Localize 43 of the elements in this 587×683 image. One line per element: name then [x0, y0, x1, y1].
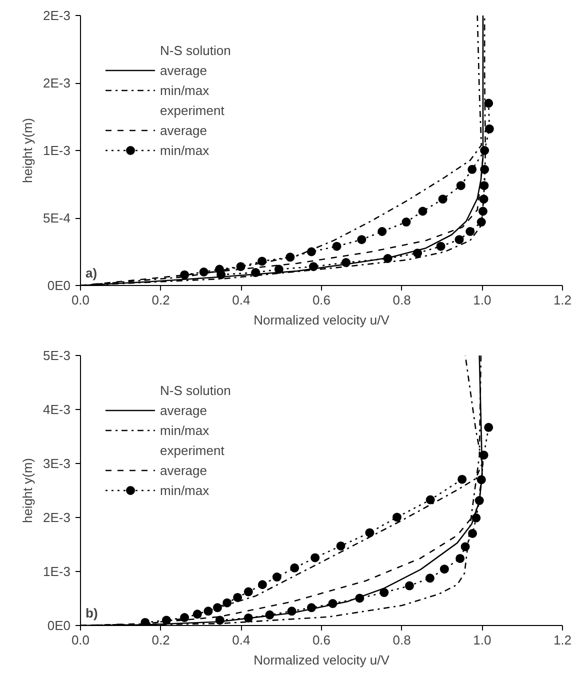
x-tick-label: 0.4 [232, 292, 250, 308]
y-tick-label: 1E-3 [43, 564, 71, 579]
x-tick-label: 0.4 [232, 632, 250, 648]
x-tick-label: 0.8 [392, 292, 411, 308]
y-axis-title: height y(m) [20, 458, 36, 524]
annotation: N-S solution [160, 42, 231, 58]
x-axis-title: Normalized velocity u/V [254, 312, 390, 328]
x-tick-label: 0.0 [71, 292, 90, 308]
x-tick-label: 1.2 [553, 292, 572, 308]
annotation: experiment [160, 102, 224, 118]
y-tick-label: 2E-3 [43, 8, 71, 23]
y-tick-label: 5E-4 [43, 210, 71, 226]
y-tick-label: 2E-3 [43, 76, 71, 90]
y-tick-label: 2E-3 [43, 510, 71, 525]
y-tick-label: 1E-3 [43, 143, 71, 158]
x-tick-label: 1.2 [553, 632, 572, 648]
legend-label: min/max [160, 422, 210, 438]
x-tick-label: 1.0 [473, 292, 492, 308]
annotation: experiment [160, 442, 224, 458]
y-tick-label: 4E-3 [43, 402, 71, 417]
y-tick-label: 0E0 [47, 618, 71, 633]
x-tick-label: 0.2 [152, 632, 170, 648]
annotation: a) [86, 266, 98, 280]
x-axis-title: Normalized velocity u/V [254, 652, 390, 668]
y-axis-title: height y(m) [20, 118, 36, 184]
x-tick-label: 0.0 [71, 632, 90, 648]
legend-label: min/max [160, 82, 210, 98]
x-tick-label: 1.0 [473, 632, 492, 648]
annotation: b) [86, 606, 98, 620]
annotation: N-S solution [160, 382, 231, 398]
x-tick-label: 0.8 [392, 632, 411, 648]
legend-label: min/max [160, 142, 210, 158]
y-tick-label: 3E-3 [43, 456, 71, 471]
legend-label: average [160, 462, 207, 478]
x-tick-label: 0.2 [152, 292, 170, 308]
x-tick-label: 0.6 [312, 632, 331, 648]
legend-label: min/max [160, 482, 210, 498]
legend-label: average [160, 122, 207, 138]
y-tick-label: 5E-3 [43, 348, 71, 363]
x-tick-label: 0.6 [312, 292, 331, 308]
y-tick-label: 0E0 [47, 278, 71, 293]
legend-label: average [160, 402, 207, 418]
legend-label: average [160, 62, 207, 78]
